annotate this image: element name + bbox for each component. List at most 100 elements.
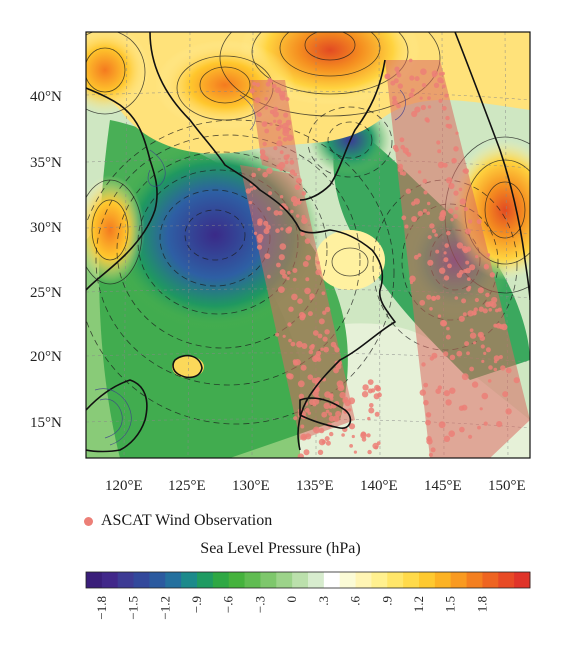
- ascat-observation-point: [308, 349, 314, 355]
- ascat-observation-point: [473, 341, 477, 345]
- ascat-observation-point: [448, 430, 456, 438]
- ascat-observation-point: [266, 206, 271, 211]
- ascat-observation-point: [278, 90, 286, 98]
- ascat-observation-point: [493, 355, 500, 362]
- ascat-observation-point: [283, 154, 290, 161]
- colorbar-swatch: [323, 572, 341, 588]
- ascat-observation-point: [463, 168, 469, 175]
- colorbar-tick-label: −1.2: [157, 596, 172, 620]
- colorbar-swatch: [212, 572, 230, 588]
- ascat-points: [245, 58, 520, 458]
- ascat-observation-point: [257, 167, 261, 171]
- colorbar-swatch: [117, 572, 134, 588]
- ascat-observation-point: [348, 408, 352, 412]
- ascat-observation-point: [443, 435, 451, 442]
- lat-label: 20°N: [30, 349, 62, 365]
- contour-fine-lines: [94, 89, 406, 446]
- ascat-observation-point: [505, 408, 512, 415]
- colorbar-tick-label: −1.5: [126, 596, 141, 620]
- ascat-observation-point: [279, 269, 286, 276]
- ascat-observation-point: [419, 389, 426, 396]
- ascat-observation-point: [273, 146, 278, 151]
- ascat-observation-point: [282, 334, 286, 338]
- ascat-observation-point: [478, 306, 484, 312]
- ascat-observation-point: [473, 307, 478, 312]
- ascat-observation-point: [480, 344, 485, 349]
- ascat-observation-point: [453, 214, 458, 219]
- ascat-observation-point: [419, 299, 426, 306]
- ascat-observation-point: [278, 136, 282, 140]
- ascat-observation-point: [422, 178, 428, 184]
- colorbar-swatches: [86, 572, 531, 588]
- ascat-observation-point: [272, 111, 279, 118]
- ascat-observation-point: [351, 434, 355, 439]
- ascat-observation-point: [349, 444, 353, 448]
- coastlines: [86, 32, 530, 453]
- ascat-observation-point: [303, 449, 310, 456]
- ascat-observation-point: [496, 421, 503, 428]
- ascat-observation-point: [465, 267, 471, 274]
- ascat-observation-point: [419, 96, 423, 100]
- colorbar-tick-label: −.3: [252, 596, 267, 613]
- ascat-observation-point: [427, 96, 431, 100]
- colorbar-swatch: [387, 572, 404, 588]
- ascat-observation-point: [287, 322, 292, 327]
- ascat-observation-point: [290, 196, 298, 203]
- colorbar-swatch: [181, 572, 198, 588]
- ascat-observation-point: [318, 318, 325, 325]
- ascat-observation-point: [256, 233, 264, 241]
- ascat-observation-point: [287, 270, 291, 275]
- ascat-observation-point: [328, 412, 333, 416]
- ascat-observation-point: [307, 411, 311, 415]
- ascat-observation-point: [282, 273, 288, 279]
- ascat-observation-point: [294, 184, 301, 190]
- coast-philippines: [299, 397, 352, 429]
- colorbar-swatch: [419, 572, 436, 588]
- ascat-observation-point: [425, 419, 431, 426]
- ascat-observation-point: [483, 264, 490, 270]
- ascat-observation-point: [323, 346, 329, 353]
- lon-label: 130°E: [232, 478, 270, 494]
- ascat-observation-point: [301, 343, 308, 349]
- ascat-observation-point: [286, 127, 290, 132]
- ascat-observation-point: [362, 384, 369, 391]
- ascat-observation-point: [273, 119, 277, 124]
- ascat-observation-point: [289, 169, 296, 175]
- ascat-observation-point: [461, 373, 469, 381]
- ascat-observation-point: [443, 390, 450, 397]
- colorbar: −1.8 −1.5 −1.2 −.9 −.6 −.3 0 .3 .6 .9 1.2 1.5 1.8: [85, 571, 531, 620]
- lon-label: 140°E: [360, 478, 398, 494]
- ascat-observation-point: [302, 261, 309, 267]
- ascat-observation-point: [449, 354, 456, 361]
- ascat-observation-point: [411, 110, 418, 118]
- ascat-observation-point: [248, 200, 253, 205]
- ascat-observation-point: [482, 308, 488, 314]
- ascat-observation-point: [458, 315, 465, 322]
- ascat-observation-point: [368, 407, 375, 414]
- ascat-observation-point: [409, 280, 413, 285]
- ascat-observation-point: [304, 287, 311, 295]
- ascat-observation-point: [469, 328, 474, 333]
- ascat-observation-point: [251, 172, 257, 178]
- ascat-observation-point: [487, 379, 492, 383]
- lat-label: 15°N: [30, 415, 62, 431]
- ascat-observation-point: [424, 117, 430, 122]
- ascat-observation-point: [502, 391, 509, 398]
- ascat-observation-point: [285, 97, 290, 102]
- ascat-observation-point: [476, 218, 482, 225]
- ascat-observation-point: [456, 242, 464, 249]
- ascat-observation-point: [413, 198, 420, 205]
- ascat-observation-point: [370, 388, 376, 393]
- ascat-observation-point: [264, 253, 271, 259]
- ascat-observation-point: [377, 392, 382, 398]
- ascat-observation-point: [287, 373, 294, 380]
- lat-label: 25°N: [30, 285, 62, 301]
- ascat-observation-point: [284, 160, 289, 165]
- lon-label: 150°E: [488, 478, 526, 494]
- ascat-observation-point: [322, 336, 328, 342]
- ascat-observation-point: [292, 277, 297, 282]
- ascat-observation-point: [367, 449, 372, 455]
- lat-label: 30°N: [30, 220, 62, 236]
- ascat-observation-point: [310, 343, 315, 349]
- ascat-observation-point: [256, 112, 262, 117]
